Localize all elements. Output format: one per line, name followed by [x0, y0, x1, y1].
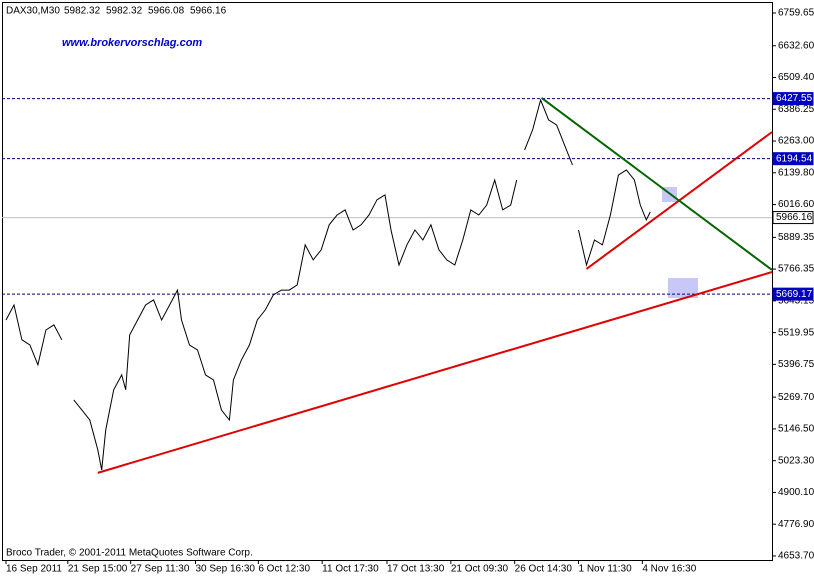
footer: Broco Trader, © 2001-2011 MetaQuotes Sof… — [6, 548, 253, 559]
y-tick-label: 5519.95 — [778, 327, 814, 338]
y-tick-label: 5396.75 — [778, 359, 814, 370]
y-tick-label: 4653.70 — [778, 551, 814, 562]
x-tick-label: 11 Oct 17:30 — [322, 564, 379, 575]
x-tick-label: 16 Sep 2011 — [6, 564, 62, 575]
y-tick-label: 5023.30 — [778, 455, 814, 466]
level-label: 5669.17 — [776, 289, 813, 300]
x-tick-label: 6 Oct 12:30 — [258, 564, 310, 575]
y-tick-label: 5269.70 — [778, 392, 814, 403]
y-tick-label: 6509.40 — [778, 72, 814, 83]
y-tick-label: 4900.10 — [778, 487, 814, 498]
ohlc-value: 5966.16 — [190, 6, 227, 17]
level-label: 6194.54 — [776, 153, 813, 164]
x-tick-label: 27 Sep 11:30 — [131, 564, 190, 575]
price-line — [5, 98, 651, 471]
header: DAX30,M30 5982.32 5982.32 5966.08 5966.1… — [6, 6, 227, 49]
y-tick-label: 5643.15 — [778, 295, 814, 306]
bid-label-box — [772, 211, 814, 225]
ohlc-value: 5966.08 — [148, 6, 185, 17]
x-tick-label: 26 Oct 14:30 — [515, 564, 573, 575]
y-tick-label: 6386.25 — [778, 104, 814, 115]
symbol: DAX30,M30 — [6, 6, 60, 17]
y-tick-label: 5146.50 — [778, 424, 814, 435]
y-tick-label: 4776.90 — [778, 519, 814, 530]
y-tick-label: 6263.00 — [778, 136, 814, 147]
y-tick-label: 6632.60 — [778, 40, 814, 51]
site-url: www.brokervorschlag.com — [62, 37, 202, 49]
level-label-box — [772, 152, 814, 166]
x-tick-label: 21 Sep 15:00 — [68, 564, 128, 575]
x-tick-label: 30 Sep 16:30 — [195, 564, 255, 575]
ohlc-value: 5982.32 — [106, 6, 143, 17]
x-tick-label: 1 Nov 11:30 — [579, 564, 633, 575]
ohlc-value: 5982.32 — [64, 6, 101, 17]
level-label-box — [772, 287, 814, 301]
highlight-box — [668, 278, 698, 298]
y-tick-label: 5766.35 — [778, 264, 814, 275]
x-tick-label: 21 Oct 09:30 — [451, 564, 509, 575]
plot-frame — [2, 2, 773, 561]
y-tick-label: 6139.80 — [778, 167, 814, 178]
x-tick-label: 4 Nov 16:30 — [642, 564, 696, 575]
trendline — [97, 271, 773, 474]
y-tick-label: 5889.35 — [778, 232, 814, 243]
level-label: 6427.55 — [776, 93, 813, 104]
trendline — [541, 97, 773, 271]
bid-label: 5966.16 — [776, 212, 813, 223]
level-label-box — [772, 92, 814, 106]
y-tick-label: 6759.65 — [778, 8, 814, 19]
x-tick-label: 17 Oct 13:30 — [387, 564, 445, 575]
y-tick-label: 6016.60 — [778, 199, 814, 210]
